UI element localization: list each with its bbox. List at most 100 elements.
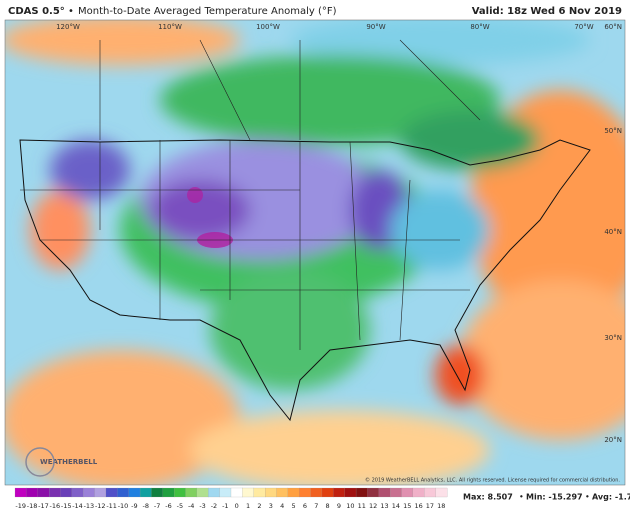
colorbar-label: -7 (154, 502, 160, 510)
colorbar-swatch (355, 487, 368, 498)
colorbar-swatch (287, 487, 300, 498)
colorbar-label: 15 (403, 502, 411, 510)
longitude-label: 90°W (366, 23, 385, 31)
colorbar-swatch (390, 487, 402, 498)
logo: WEATHERBELL (40, 458, 98, 466)
colorbar-swatch (208, 487, 221, 498)
colorbar-swatch (128, 487, 141, 498)
colorbar-label: 1 (246, 502, 250, 510)
valid-time: Valid: 18z Wed 6 Nov 2019 (472, 6, 622, 17)
latitude-label: 30°N (604, 334, 622, 342)
colorbar-swatch (276, 487, 289, 498)
logo-ring (25, 447, 55, 477)
longitude-label: 110°W (158, 23, 182, 31)
colorbar-label: -10 (118, 502, 129, 510)
colorbar-swatch (412, 487, 425, 498)
colorbar-swatch (299, 487, 311, 498)
colorbar-swatch (185, 487, 198, 498)
colorbar-label: 16 (414, 502, 422, 510)
colorbar-label: -8 (142, 502, 148, 510)
colorbar-swatch (333, 487, 346, 498)
colorbar-swatch (94, 487, 107, 498)
credit: © 2019 WeatherBELL Analytics, LLC. All r… (365, 477, 620, 484)
latitude-label: 40°N (604, 228, 622, 236)
latitude-label: 50°N (604, 127, 622, 135)
model-name: CDAS 0.5° (8, 6, 65, 17)
longitude-label: 80°W (470, 23, 489, 31)
colorbar-swatch (196, 487, 209, 498)
colorbar-label: 3 (269, 502, 273, 510)
colorbar-swatch (60, 487, 73, 498)
map-frame (4, 19, 626, 486)
stat: Min: -15.297 (526, 493, 583, 502)
colorbar-swatch (14, 487, 27, 498)
colorbar-label: -13 (84, 502, 95, 510)
colorbar-label: 4 (280, 502, 284, 510)
colorbar-swatch (435, 487, 448, 498)
colorbar-swatch (105, 487, 118, 498)
stat: Max: 8.507 (463, 493, 513, 502)
colorbar-label: -6 (165, 502, 171, 510)
colorbar-label: 12 (369, 502, 377, 510)
colorbar-swatch (378, 487, 391, 498)
colorbar-label: 13 (380, 502, 388, 510)
colorbar-label: 8 (326, 502, 330, 510)
colorbar-label: -1 (222, 502, 228, 510)
colorbar-swatch (26, 487, 39, 498)
colorbar-swatch (310, 487, 323, 498)
colorbar-swatch (117, 487, 130, 498)
colorbar-swatch (242, 487, 255, 498)
colorbar-swatch (424, 487, 437, 498)
colorbar-label: -4 (188, 502, 194, 510)
colorbar-label: 0 (235, 502, 239, 510)
colorbar-swatch (174, 487, 186, 498)
colorbar-label: 18 (437, 502, 445, 510)
longitude-label: 120°W (56, 23, 80, 31)
colorbar-label: -15 (61, 502, 72, 510)
colorbar-label: 14 (392, 502, 400, 510)
colorbar-label: -5 (177, 502, 183, 510)
colorbar-swatch (219, 487, 232, 498)
colorbar-swatch (71, 487, 84, 498)
colorbar-label: -19 (15, 502, 26, 510)
colorbar-label: 10 (346, 502, 354, 510)
colorbar-label: -3 (199, 502, 205, 510)
colorbar-label: 7 (314, 502, 318, 510)
colorbar-label: -2 (211, 502, 217, 510)
colorbar-label: -16 (49, 502, 60, 510)
separator: • (68, 6, 74, 17)
colorbar-label: -17 (38, 502, 49, 510)
colorbar-swatch (162, 487, 175, 498)
colorbar-label: 17 (426, 502, 434, 510)
colorbar-label: 9 (337, 502, 341, 510)
colorbar-label: -18 (27, 502, 38, 510)
colorbar-label: -9 (131, 502, 137, 510)
separator: • (519, 493, 524, 502)
stat: Avg: -1.735 (592, 493, 630, 502)
colorbar-label: 2 (257, 502, 261, 510)
map-title: Month-to-Date Averaged Temperature Anoma… (78, 6, 337, 17)
colorbar-swatch (344, 487, 357, 498)
longitude-label: 70°W (574, 23, 593, 31)
colorbar-label: -12 (95, 502, 106, 510)
colorbar-label: -11 (106, 502, 117, 510)
colorbar-swatch (49, 487, 61, 498)
latitude-label: 60°N (604, 23, 622, 31)
anomaly-field (5, 20, 625, 485)
colorbar-swatch (321, 487, 334, 498)
longitude-label: 100°W (256, 23, 280, 31)
colorbar-swatch (230, 487, 243, 498)
colorbar-label: 6 (303, 502, 307, 510)
latitude-label: 20°N (604, 436, 622, 444)
colorbar-label: -14 (72, 502, 83, 510)
colorbar-label: 11 (358, 502, 366, 510)
colorbar-swatch (265, 487, 277, 498)
colorbar-swatch (253, 487, 266, 498)
colorbar-swatch (151, 487, 164, 498)
colorbar-label: 5 (291, 502, 295, 510)
colorbar-swatch (367, 487, 380, 498)
colorbar-swatch (401, 487, 414, 498)
colorbar-swatch (37, 487, 50, 498)
